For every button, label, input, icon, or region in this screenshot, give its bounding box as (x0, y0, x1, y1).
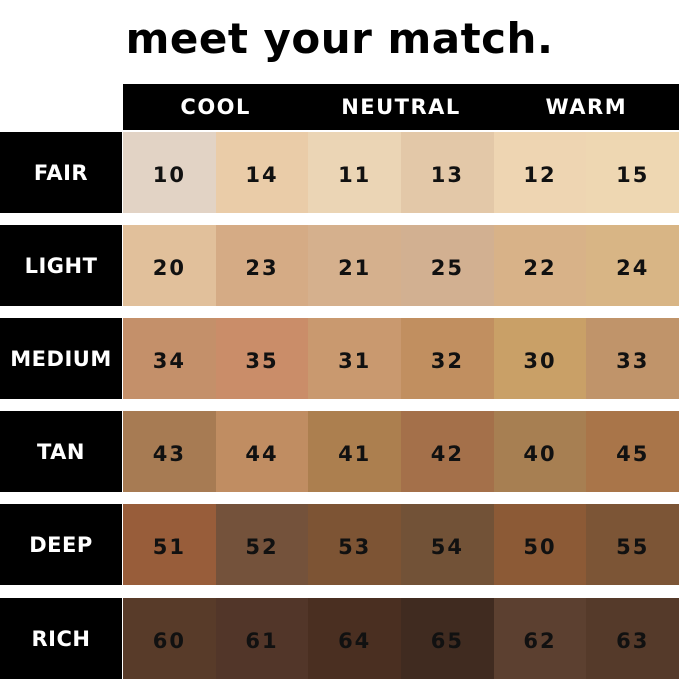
shade-row-medium: MEDIUM 34 35 31 32 30 33 (0, 318, 679, 399)
swatch-group: 10 14 11 13 12 15 (123, 132, 679, 213)
shade-swatch: 21 (308, 225, 402, 306)
shade-swatch: 54 (401, 504, 494, 585)
shade-swatch: 63 (586, 598, 679, 679)
shade-swatch: 11 (308, 132, 402, 213)
shade-row-light: LIGHT 20 23 21 25 22 24 (0, 225, 679, 306)
shade-swatch: 23 (215, 225, 309, 306)
shade-swatch: 33 (586, 318, 679, 399)
shade-swatch: 65 (401, 598, 494, 679)
shade-swatch: 50 (493, 504, 587, 585)
row-label: MEDIUM (0, 318, 122, 399)
shade-swatch: 35 (215, 318, 309, 399)
shade-swatch: 12 (493, 132, 587, 213)
shade-swatch: 34 (123, 318, 216, 399)
row-label: DEEP (0, 504, 122, 585)
shade-swatch: 53 (308, 504, 402, 585)
shade-swatch: 64 (308, 598, 402, 679)
shade-swatch: 45 (586, 411, 679, 492)
page-title: meet your match. (125, 14, 554, 63)
shade-swatch: 40 (493, 411, 587, 492)
shade-swatch: 10 (123, 132, 216, 213)
shade-swatch: 20 (123, 225, 216, 306)
column-header-cool: COOL (180, 95, 251, 119)
shade-swatch: 22 (493, 225, 587, 306)
shade-swatch: 51 (123, 504, 216, 585)
shade-swatch: 41 (308, 411, 402, 492)
undertone-header: COOL NEUTRAL WARM (123, 84, 679, 130)
shade-swatch: 44 (215, 411, 309, 492)
swatch-group: 20 23 21 25 22 24 (123, 225, 679, 306)
shade-row-tan: TAN 43 44 41 42 40 45 (0, 411, 679, 492)
shade-swatch: 60 (123, 598, 216, 679)
column-header-neutral: NEUTRAL (341, 95, 461, 119)
shade-swatch: 25 (401, 225, 494, 306)
swatch-group: 60 61 64 65 62 63 (123, 598, 679, 679)
shade-swatch: 24 (586, 225, 679, 306)
swatch-group: 51 52 53 54 50 55 (123, 504, 679, 585)
shade-swatch: 52 (215, 504, 309, 585)
row-label: RICH (0, 598, 122, 679)
shade-row-rich: RICH 60 61 64 65 62 63 (0, 598, 679, 679)
shade-swatch: 42 (401, 411, 494, 492)
row-label: FAIR (0, 132, 122, 213)
row-label: TAN (0, 411, 122, 492)
row-label: LIGHT (0, 225, 122, 306)
shade-swatch: 43 (123, 411, 216, 492)
shade-swatch: 30 (493, 318, 587, 399)
shade-swatch: 62 (493, 598, 587, 679)
shade-swatch: 31 (308, 318, 402, 399)
shade-swatch: 55 (586, 504, 679, 585)
shade-row-deep: DEEP 51 52 53 54 50 55 (0, 504, 679, 585)
shade-swatch: 15 (586, 132, 679, 213)
shade-swatch: 32 (401, 318, 494, 399)
swatch-group: 34 35 31 32 30 33 (123, 318, 679, 399)
shade-swatch: 61 (215, 598, 309, 679)
shade-swatch: 14 (215, 132, 309, 213)
column-header-warm: WARM (545, 95, 628, 119)
shade-swatch: 13 (401, 132, 494, 213)
shade-row-fair: FAIR 10 14 11 13 12 15 (0, 132, 679, 213)
swatch-group: 43 44 41 42 40 45 (123, 411, 679, 492)
